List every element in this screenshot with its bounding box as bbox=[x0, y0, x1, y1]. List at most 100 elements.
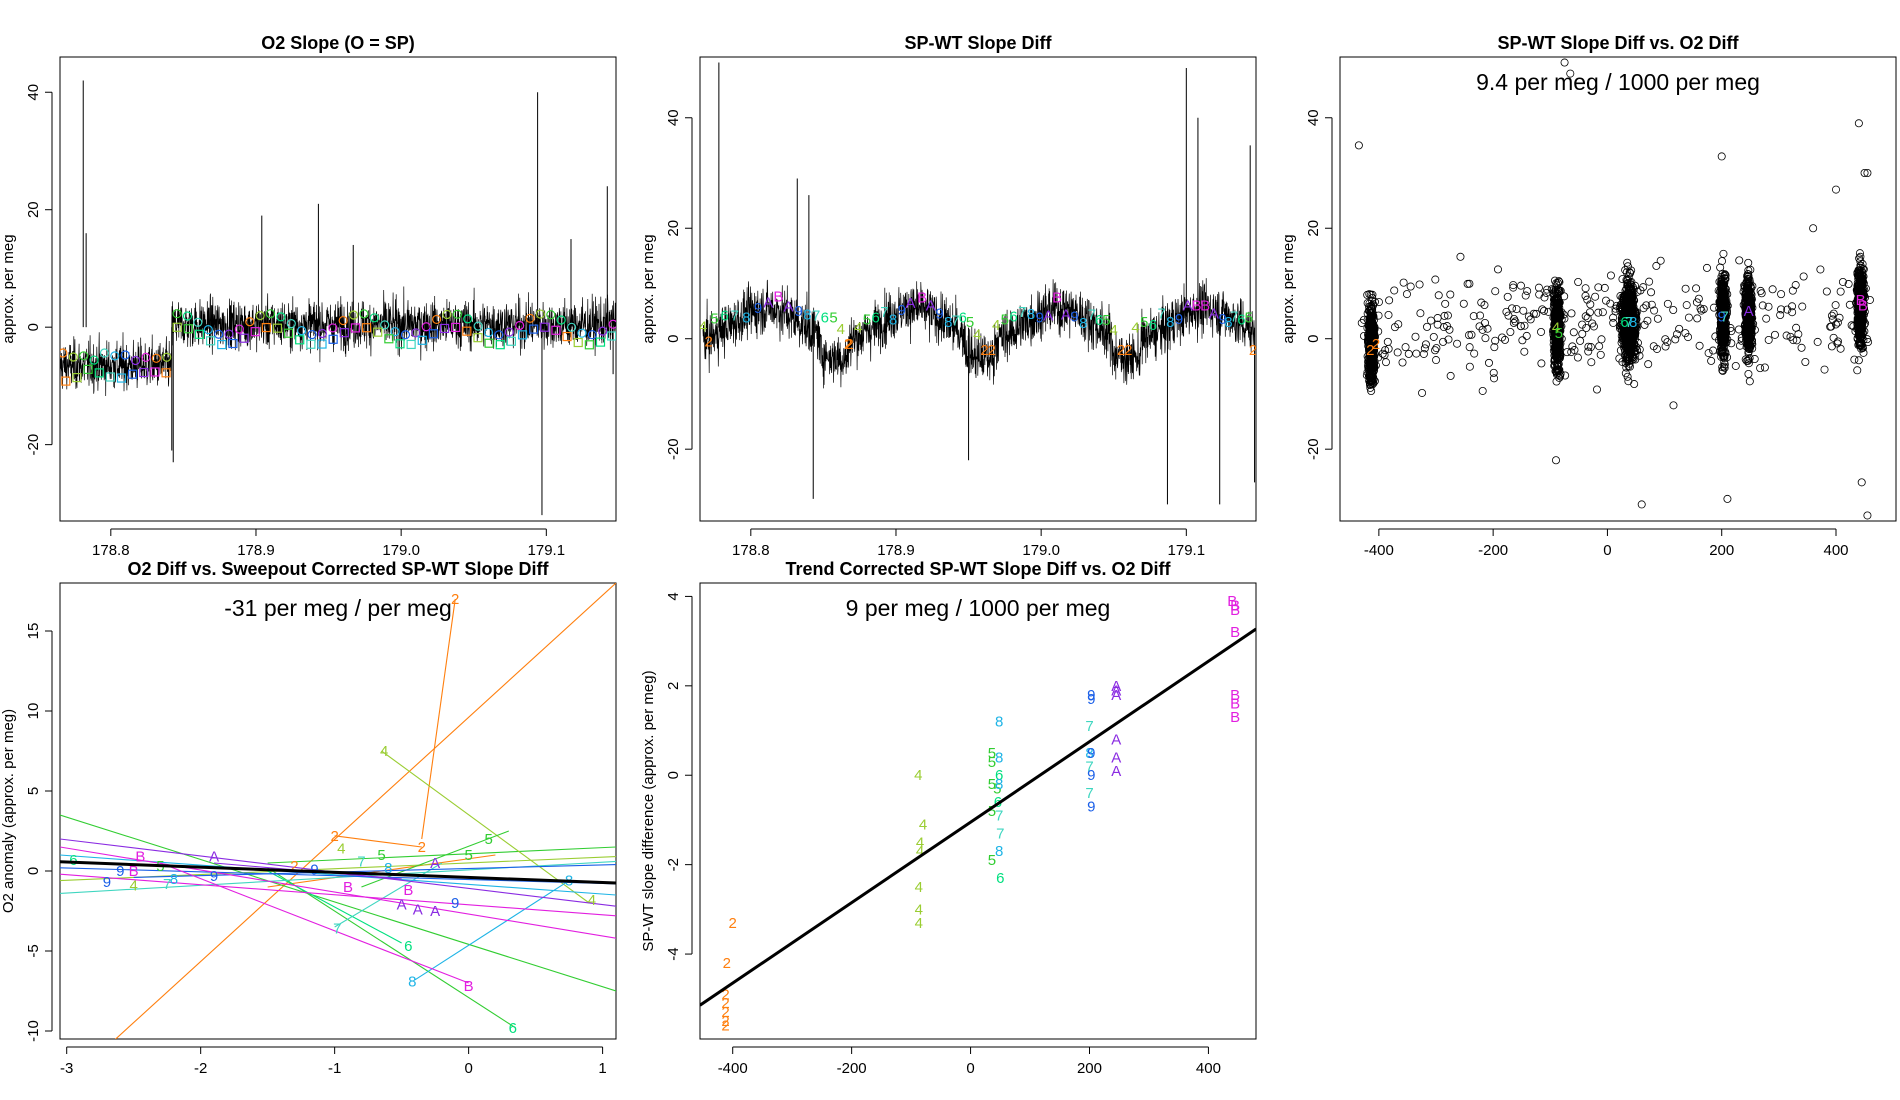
marker-square bbox=[395, 339, 405, 349]
scatter-point bbox=[1727, 327, 1736, 336]
scatter-point bbox=[1653, 314, 1662, 323]
x-tick-label: -400 bbox=[718, 1060, 748, 1077]
scatter-point bbox=[1798, 302, 1807, 311]
marker-circle bbox=[79, 351, 89, 361]
marker-square bbox=[83, 364, 93, 374]
point-label: 4 bbox=[916, 834, 924, 851]
chart-title: O2 Diff vs. Sweepout Corrected SP-WT Slo… bbox=[127, 559, 549, 579]
scatter-point bbox=[1439, 337, 1448, 346]
marker-circle bbox=[99, 348, 110, 358]
marker-square bbox=[217, 339, 227, 350]
scatter-point bbox=[1431, 275, 1440, 284]
point-label: B bbox=[403, 882, 413, 899]
trend-line bbox=[334, 862, 443, 928]
scatter-outlier bbox=[1832, 185, 1841, 194]
marker-circle bbox=[297, 326, 307, 336]
point-label: 4 bbox=[915, 879, 923, 896]
x-tick-label: -1 bbox=[328, 1060, 341, 1077]
point-label: 6 bbox=[404, 938, 412, 955]
scatter-point bbox=[1718, 300, 1727, 309]
scatter-point bbox=[1555, 298, 1564, 307]
scatter-point bbox=[1856, 252, 1865, 261]
scatter-point bbox=[1544, 307, 1553, 316]
scatter-point bbox=[1675, 324, 1684, 333]
marker-square bbox=[562, 331, 572, 342]
scatter-point bbox=[1489, 368, 1498, 377]
marker-square bbox=[228, 338, 238, 349]
x-tick-label: 0 bbox=[1603, 542, 1611, 559]
scatter-point bbox=[1623, 275, 1632, 284]
scatter-point bbox=[1385, 296, 1394, 305]
scatter-point bbox=[1635, 351, 1644, 360]
point-label: 9 bbox=[1087, 799, 1095, 816]
scatter-point bbox=[1776, 311, 1785, 320]
scatter-point bbox=[1849, 322, 1858, 331]
scatter-point bbox=[1367, 367, 1376, 376]
point-label: 2 bbox=[330, 828, 338, 845]
marker-label: B bbox=[917, 289, 927, 306]
scatter-point bbox=[1764, 302, 1773, 311]
scatter-point bbox=[1857, 277, 1866, 286]
x-tick-label: -200 bbox=[1478, 542, 1508, 559]
marker-circle bbox=[317, 328, 328, 339]
scatter-point bbox=[1743, 315, 1752, 324]
marker-circle bbox=[328, 323, 338, 333]
scatter-outlier bbox=[1637, 500, 1646, 509]
scatter-point bbox=[1624, 339, 1633, 348]
scatter-point bbox=[1596, 350, 1605, 359]
scatter-point bbox=[1365, 333, 1374, 342]
scatter-point bbox=[1858, 260, 1867, 269]
scatter-point bbox=[1432, 344, 1441, 353]
marker-square bbox=[250, 327, 260, 337]
point-label: 9 bbox=[310, 861, 318, 878]
marker-square bbox=[373, 327, 383, 337]
marker-label: 5 bbox=[1102, 312, 1110, 329]
scatter-point bbox=[1550, 361, 1559, 370]
scatter-point bbox=[1421, 340, 1430, 349]
scatter-point bbox=[1369, 358, 1378, 367]
point-label: A bbox=[430, 855, 440, 872]
point-label: 2 bbox=[290, 858, 298, 875]
scatter-point bbox=[1560, 292, 1569, 301]
scatter-point bbox=[1860, 320, 1869, 329]
marker-label: 8 bbox=[1224, 314, 1232, 331]
scatter-point bbox=[1465, 343, 1474, 352]
scatter-point bbox=[1432, 356, 1441, 365]
scatter-point bbox=[1484, 358, 1493, 367]
scatter-point bbox=[1364, 322, 1373, 331]
scatter-point bbox=[1506, 328, 1515, 337]
scatter-point bbox=[1695, 341, 1704, 350]
marker-label: 4 bbox=[837, 321, 845, 338]
scatter-outlier bbox=[1560, 58, 1569, 67]
scatter-point bbox=[1399, 278, 1408, 287]
marker-square bbox=[150, 367, 160, 377]
scatter-point bbox=[1503, 292, 1512, 301]
y-tick-label: 20 bbox=[1305, 220, 1322, 237]
marker-square bbox=[484, 338, 494, 348]
chart-title: SP-WT Slope Diff bbox=[905, 33, 1053, 53]
marker-label: 7 bbox=[1157, 305, 1165, 322]
marker-square bbox=[94, 368, 104, 378]
marker-circle bbox=[151, 353, 161, 363]
point-label: 8 bbox=[384, 860, 392, 877]
marker-square bbox=[439, 323, 450, 334]
marker-square bbox=[317, 339, 327, 349]
scatter-point bbox=[1661, 335, 1670, 344]
scatter-point bbox=[1741, 290, 1750, 299]
marker-label: 8 bbox=[803, 306, 811, 323]
scatter-point bbox=[1693, 314, 1702, 323]
point-label: B bbox=[1230, 687, 1240, 704]
scatter-point bbox=[1626, 280, 1635, 289]
scatter-point bbox=[1549, 300, 1558, 309]
scatter-point bbox=[1643, 316, 1652, 325]
scatter-point bbox=[1444, 335, 1453, 344]
scatter-point bbox=[1594, 308, 1603, 317]
scatter-point bbox=[1567, 309, 1576, 318]
marker-circle bbox=[380, 320, 390, 330]
marker-label: 6 bbox=[1149, 317, 1157, 334]
marker-label: 8 bbox=[742, 310, 750, 327]
scatter-point bbox=[1443, 311, 1452, 320]
scatter-point bbox=[1500, 335, 1509, 344]
scatter-point bbox=[1469, 312, 1478, 321]
marker-label: 6 bbox=[1095, 312, 1103, 329]
